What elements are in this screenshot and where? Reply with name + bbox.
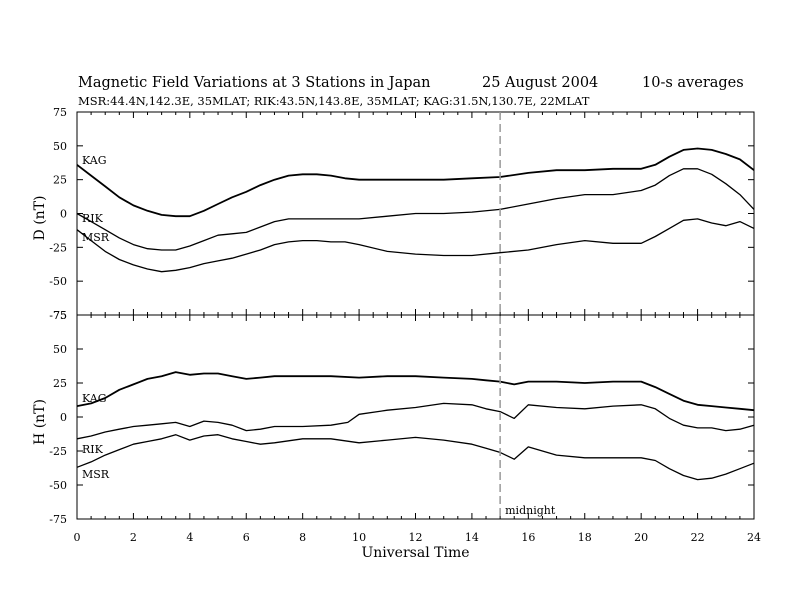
- panel-h: 75 50 25 0 -25 -50 -75 H (nT) KAG RIK MSR: [32, 309, 755, 526]
- y-tick-label: 50: [53, 343, 67, 356]
- y-tick-label: 0: [60, 411, 67, 424]
- station-label-rik: RIK: [82, 443, 104, 456]
- station-label-msr: MSR: [82, 468, 110, 481]
- y-tick-label: 75: [53, 309, 67, 322]
- y-axis-label: D (nT): [32, 196, 48, 241]
- y-tick-label: -75: [49, 513, 67, 526]
- station-label-kag: KAG: [82, 154, 107, 167]
- panel-d: 75 50 25 0 -25 -50 -75 D (nT) KAG RIK MSR: [32, 106, 755, 322]
- plot-area: 75 50 25 0 -25 -50 -75 D (nT) KAG RIK MSR 75 50 25 0 -2…: [32, 106, 761, 561]
- series-line-rik: [76, 168, 755, 251]
- x-tick-label: 18: [578, 531, 592, 544]
- x-axis-label: Universal Time: [361, 545, 469, 561]
- series-line-kag: [76, 371, 755, 412]
- x-tick-label: 6: [243, 531, 250, 544]
- x-tick-label: 10: [352, 531, 366, 544]
- x-tick-label: 20: [634, 531, 648, 544]
- y-tick-label: -50: [49, 479, 67, 492]
- x-tick-label: 14: [465, 531, 479, 544]
- y-tick-label: -50: [49, 275, 67, 288]
- station-label-rik: RIK: [82, 212, 104, 225]
- midnight-label: midnight: [505, 504, 556, 517]
- series-line-msr: [76, 218, 755, 273]
- x-tick-label: 24: [747, 531, 761, 544]
- y-tick-label: -25: [49, 445, 67, 458]
- x-tick-label: 4: [186, 531, 193, 544]
- station-label-msr: MSR: [82, 231, 110, 244]
- series-line-kag: [76, 147, 755, 218]
- x-tick-label: 2: [130, 531, 137, 544]
- y-tick-label: -25: [49, 241, 67, 254]
- x-tick-label: 16: [521, 531, 535, 544]
- station-label-kag: KAG: [82, 392, 107, 405]
- series-line-msr: [76, 434, 755, 481]
- x-tick-label: 0: [74, 531, 81, 544]
- y-tick-label: 50: [53, 140, 67, 153]
- y-tick-label: 0: [60, 208, 67, 221]
- panel-frame: [76, 314, 755, 520]
- y-tick-label: 25: [53, 174, 67, 187]
- chart-title: Magnetic Field Variations at 3 Stations …: [78, 75, 431, 91]
- x-tick-label: 8: [299, 531, 306, 544]
- series-line-rik: [76, 402, 755, 440]
- stations-line: MSR:44.4N,142.3E, 35MLAT; RIK:43.5N,143.…: [78, 94, 590, 108]
- y-tick-label: -75: [49, 309, 67, 322]
- y-axis-label: H (nT): [32, 399, 48, 445]
- x-tick-label: 22: [691, 531, 705, 544]
- y-tick-label: 75: [53, 106, 67, 119]
- x-tick-label: 12: [409, 531, 423, 544]
- y-tick-label: 25: [53, 377, 67, 390]
- chart-date: 25 August 2004: [482, 75, 598, 91]
- chart-averaging: 10-s averages: [642, 75, 744, 91]
